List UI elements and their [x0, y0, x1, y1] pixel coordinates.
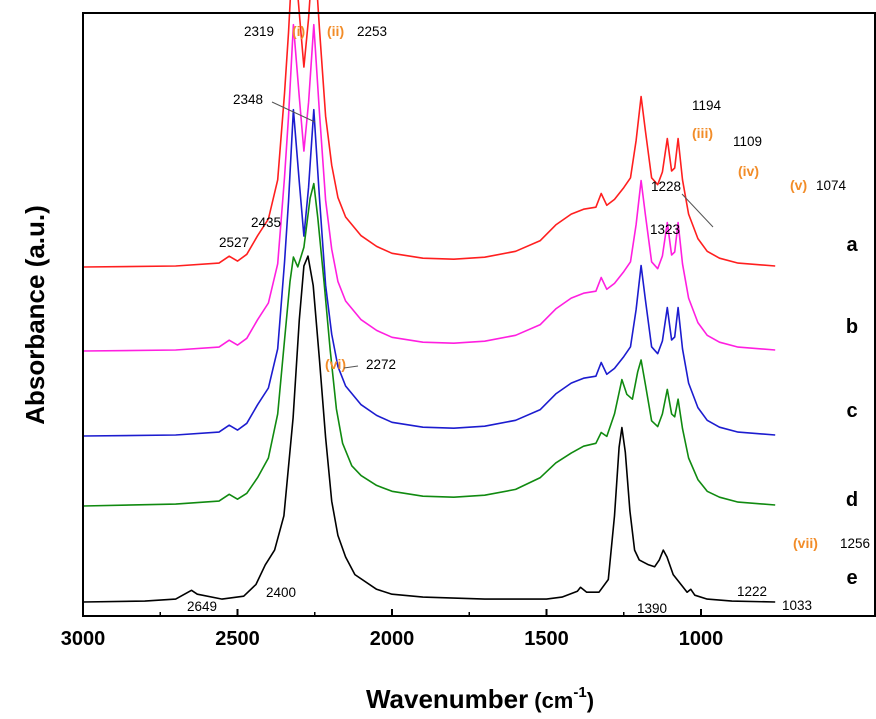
annotation-iv: (iv)	[738, 163, 759, 179]
annotation-2435: 2435	[251, 215, 281, 230]
annotation-2348: 2348	[233, 92, 263, 107]
series-label-e: e	[846, 567, 857, 589]
annotation-1074: 1074	[816, 178, 847, 193]
x-axis-title: Wavenumber (cm-1)	[366, 684, 594, 714]
series-b-line	[82, 23, 776, 352]
annotation-1323: 1323	[650, 222, 680, 237]
leader-line-1228	[681, 193, 714, 228]
series-labels: a b c d e	[846, 234, 859, 589]
series-label-c: c	[846, 400, 857, 422]
annotation-1390: 1390	[637, 601, 667, 616]
annotation-1033: 1033	[782, 598, 812, 613]
annotation-i: (i)	[292, 23, 305, 39]
y-axis-title: Absorbance (a.u.)	[20, 205, 50, 425]
annotation-2527: 2527	[219, 235, 249, 250]
series-d-line	[82, 182, 776, 507]
leader-line-2272	[343, 365, 359, 369]
annotation-1222: 1222	[737, 584, 767, 599]
series-layer	[82, 0, 776, 603]
annotation-vi: (vi)	[325, 356, 346, 372]
annotation-1228: 1228	[651, 179, 681, 194]
series-c-line	[82, 108, 776, 437]
series-label-a: a	[846, 234, 858, 256]
series-a-line	[82, 0, 776, 268]
x-tick-label-2000: 2000	[370, 628, 415, 650]
annotation-2253: 2253	[357, 24, 387, 39]
x-tick-label-1000: 1000	[679, 628, 724, 650]
series-label-d: d	[846, 489, 858, 511]
annotation-2649: 2649	[187, 599, 217, 614]
annotation-iii: (iii)	[692, 125, 713, 141]
annotation-1256: 1256	[840, 536, 870, 551]
series-label-b: b	[846, 316, 858, 338]
leader-line-2348	[271, 101, 316, 123]
annotation-ii: (ii)	[327, 23, 344, 39]
annotation-2400: 2400	[266, 585, 296, 600]
x-tick-label-2500: 2500	[215, 628, 260, 650]
x-axis: 3000 2500 2000 1500 1000	[61, 609, 724, 650]
x-tick-label-3000: 3000	[61, 628, 106, 650]
series-e-line	[82, 255, 776, 603]
annotation-2319: 2319	[244, 24, 274, 39]
annotation-vii: (vii)	[793, 535, 818, 551]
x-tick-label-1500: 1500	[524, 628, 569, 650]
annotation-v: (v)	[790, 177, 807, 193]
annotation-1109: 1109	[733, 134, 762, 149]
annotation-2272: 2272	[366, 357, 396, 372]
plot-frame	[82, 12, 876, 617]
annotation-1194: 1194	[692, 98, 722, 113]
